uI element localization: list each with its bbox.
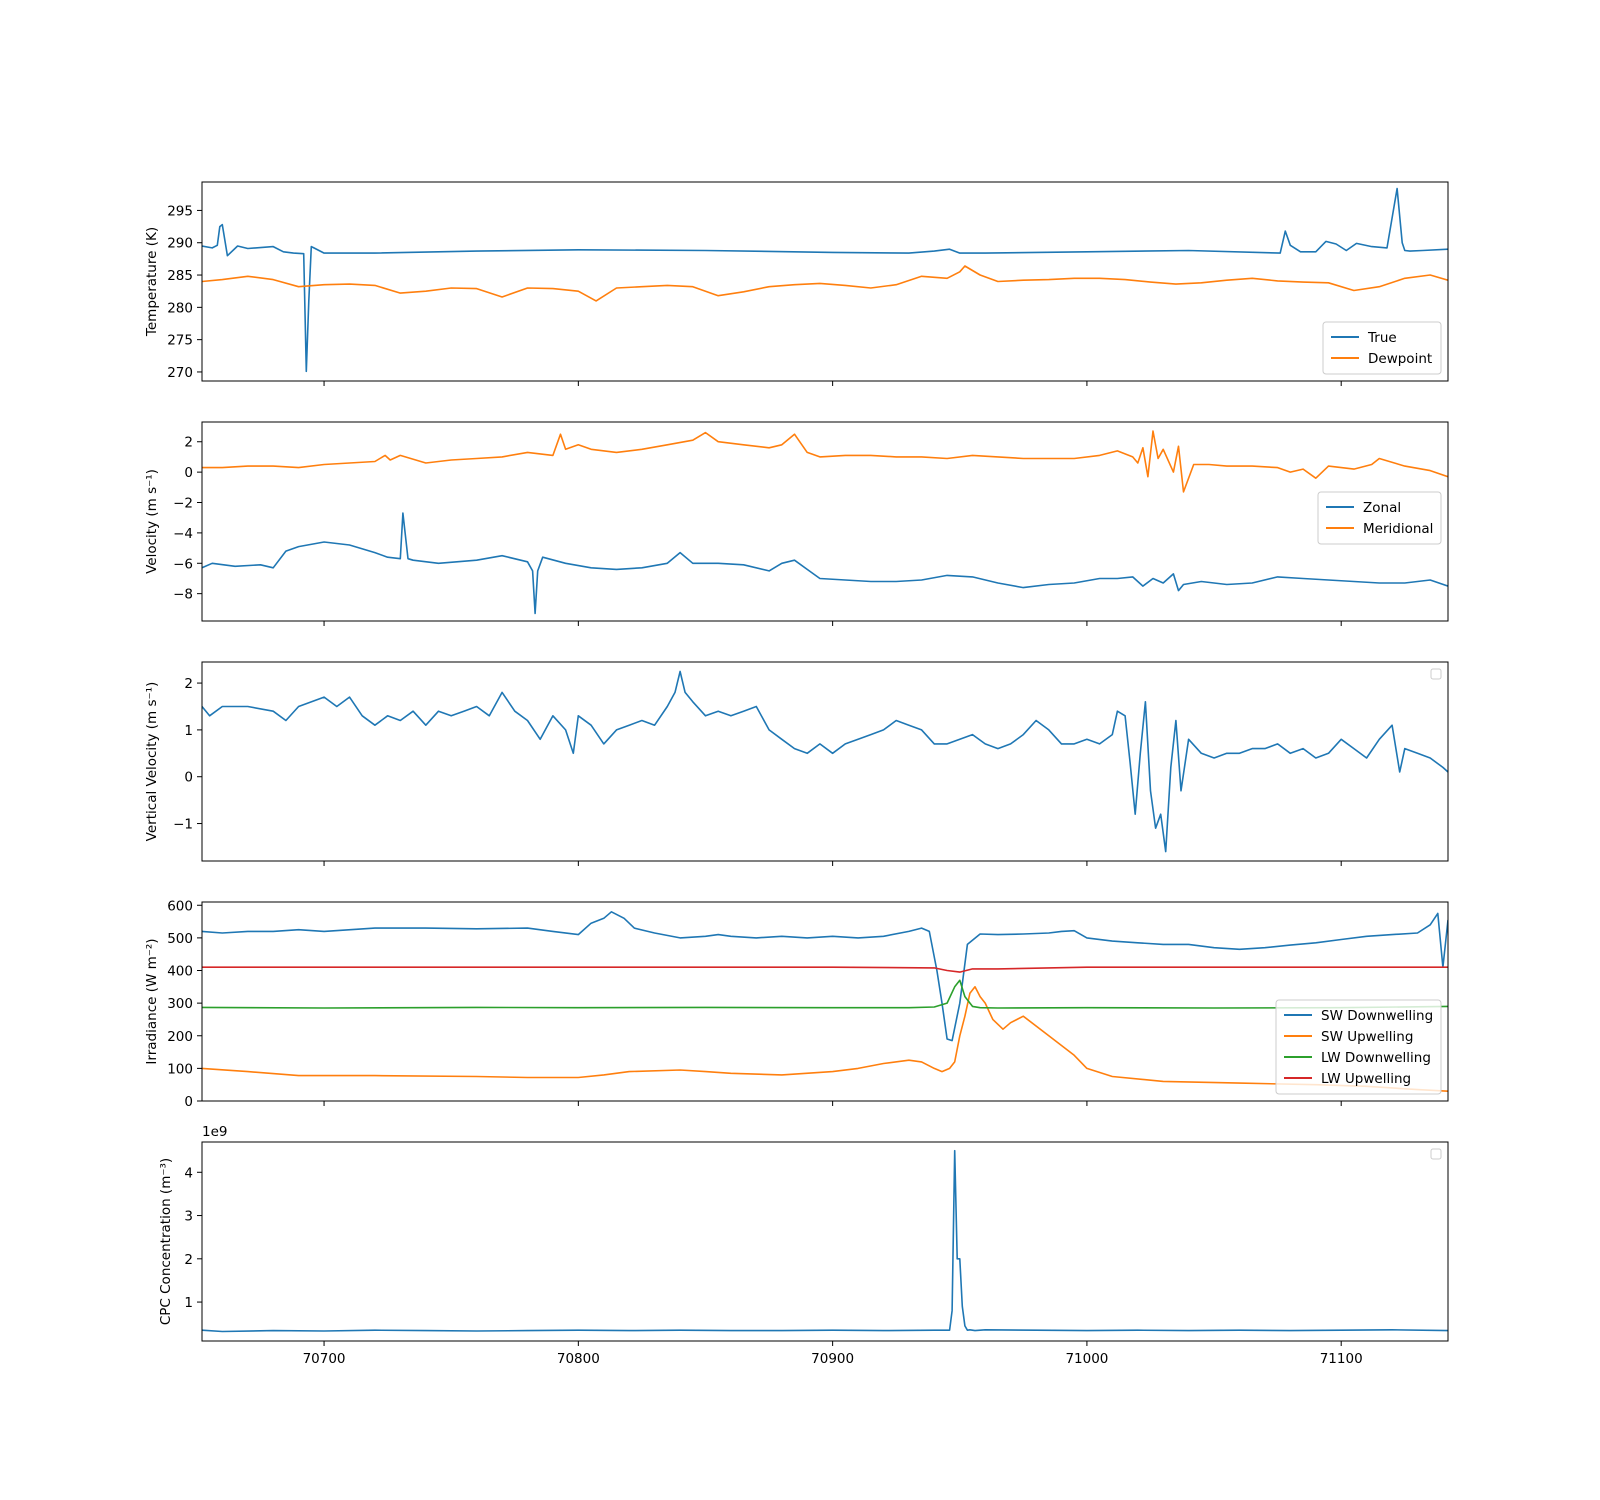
axes-frame xyxy=(201,1141,1449,1342)
y-tick-label: 2 xyxy=(184,1252,193,1268)
series-line-sw-downwelling xyxy=(202,910,1448,1042)
panel-5: 1 2 3 4 70700 70800 70900 71000 71100 CPC Concent… xyxy=(158,1124,1449,1367)
y-tick-label: 600 xyxy=(167,898,193,914)
x-tick-label: 71100 xyxy=(1320,1351,1363,1367)
x-tick-label: 70800 xyxy=(557,1351,600,1367)
panel-4: 0 100 200 300 400 500 600 Irradiance (W m⁻²) SW … xyxy=(144,898,1449,1110)
series-line-zonal xyxy=(202,512,1448,615)
y-tick-label: 100 xyxy=(167,1061,193,1077)
legend xyxy=(1430,668,1442,680)
y-tick-label: 290 xyxy=(167,236,193,252)
y-tick-label: 3 xyxy=(184,1209,193,1225)
legend: True Dewpoint xyxy=(1322,321,1442,375)
legend-label: Meridional xyxy=(1363,521,1433,537)
legend-label: SW Upwelling xyxy=(1321,1029,1413,1045)
y-tick-label: 300 xyxy=(167,996,193,1012)
series-line-dewpoint xyxy=(202,265,1448,302)
series-line-lw-downwelling xyxy=(202,979,1448,1009)
legend-label: Dewpoint xyxy=(1368,351,1432,367)
y-tick-label: −8 xyxy=(173,587,193,603)
series-line-sw-upwelling xyxy=(202,985,1448,1092)
panel-3: −1 0 1 2 Vertical Velocity (m s⁻¹) xyxy=(144,661,1449,866)
x-tick-label: 71000 xyxy=(1065,1351,1108,1367)
offset-text: 1e9 xyxy=(202,1124,227,1140)
y-axis-label: Vertical Velocity (m s⁻¹) xyxy=(144,682,160,842)
legend: Zonal Meridional xyxy=(1317,491,1442,545)
y-tick-label: 270 xyxy=(167,365,193,381)
legend-frame xyxy=(1322,321,1442,375)
y-tick-label: 0 xyxy=(184,770,193,786)
legend-label: Zonal xyxy=(1363,500,1401,516)
y-tick-label: 4 xyxy=(184,1165,193,1181)
y-tick-label: −4 xyxy=(173,526,193,542)
y-tick-label: 2 xyxy=(184,435,193,451)
series-line-true xyxy=(202,187,1448,373)
empty-legend-box xyxy=(1430,1148,1442,1160)
y-tick-label: 275 xyxy=(167,333,193,349)
y-axis-label: Temperature (K) xyxy=(144,227,160,337)
legend-label: True xyxy=(1367,330,1397,346)
y-tick-label: 295 xyxy=(167,203,193,219)
y-tick-label: −1 xyxy=(173,817,193,833)
legend-label: SW Downwelling xyxy=(1321,1008,1433,1024)
axes-frame xyxy=(201,901,1449,1102)
series-line-lw-upwelling xyxy=(202,966,1448,973)
axes-frame xyxy=(201,661,1449,862)
axes-frame xyxy=(201,421,1449,622)
y-tick-label: 2 xyxy=(184,676,193,692)
y-tick-label: 0 xyxy=(184,1094,193,1110)
legend-label: LW Downwelling xyxy=(1321,1050,1431,1066)
x-tick-label: 70900 xyxy=(811,1351,854,1367)
y-tick-label: 400 xyxy=(167,964,193,980)
legend-label: LW Upwelling xyxy=(1321,1071,1411,1087)
legend: SW Downwelling SW Upwelling LW Downwelling… xyxy=(1275,999,1442,1095)
panel-2: −8 −6 −4 −2 0 2 Velocity (m s⁻¹) Zonal Meridiona… xyxy=(144,421,1449,626)
legend-frame xyxy=(1275,999,1442,1095)
y-tick-label: 200 xyxy=(167,1029,193,1045)
series-line-meridional xyxy=(202,430,1448,493)
y-tick-label: 1 xyxy=(184,723,193,739)
y-tick-label: 1 xyxy=(184,1295,193,1311)
y-tick-label: 285 xyxy=(167,268,193,284)
y-tick-label: −2 xyxy=(173,496,193,512)
y-axis-label: CPC Concentration (m⁻³) xyxy=(158,1158,174,1325)
y-tick-label: 280 xyxy=(167,300,193,316)
series-line-p3-1 xyxy=(202,670,1448,853)
y-tick-label: −6 xyxy=(173,556,193,572)
y-axis-label: Irradiance (W m⁻²) xyxy=(144,938,160,1064)
x-tick-label: 70700 xyxy=(303,1351,346,1367)
axes-frame xyxy=(201,181,1449,382)
y-tick-label: 500 xyxy=(167,931,193,947)
empty-legend-box xyxy=(1430,668,1442,680)
series-line-p5-1 xyxy=(202,1149,1448,1333)
y-axis-label: Velocity (m s⁻¹) xyxy=(144,469,160,574)
y-tick-label: 0 xyxy=(184,465,193,481)
panel-1: 270 275 280 285 290 295 Temperature (K) True Dew… xyxy=(144,181,1449,386)
legend-frame xyxy=(1317,491,1442,545)
legend xyxy=(1430,1148,1442,1160)
